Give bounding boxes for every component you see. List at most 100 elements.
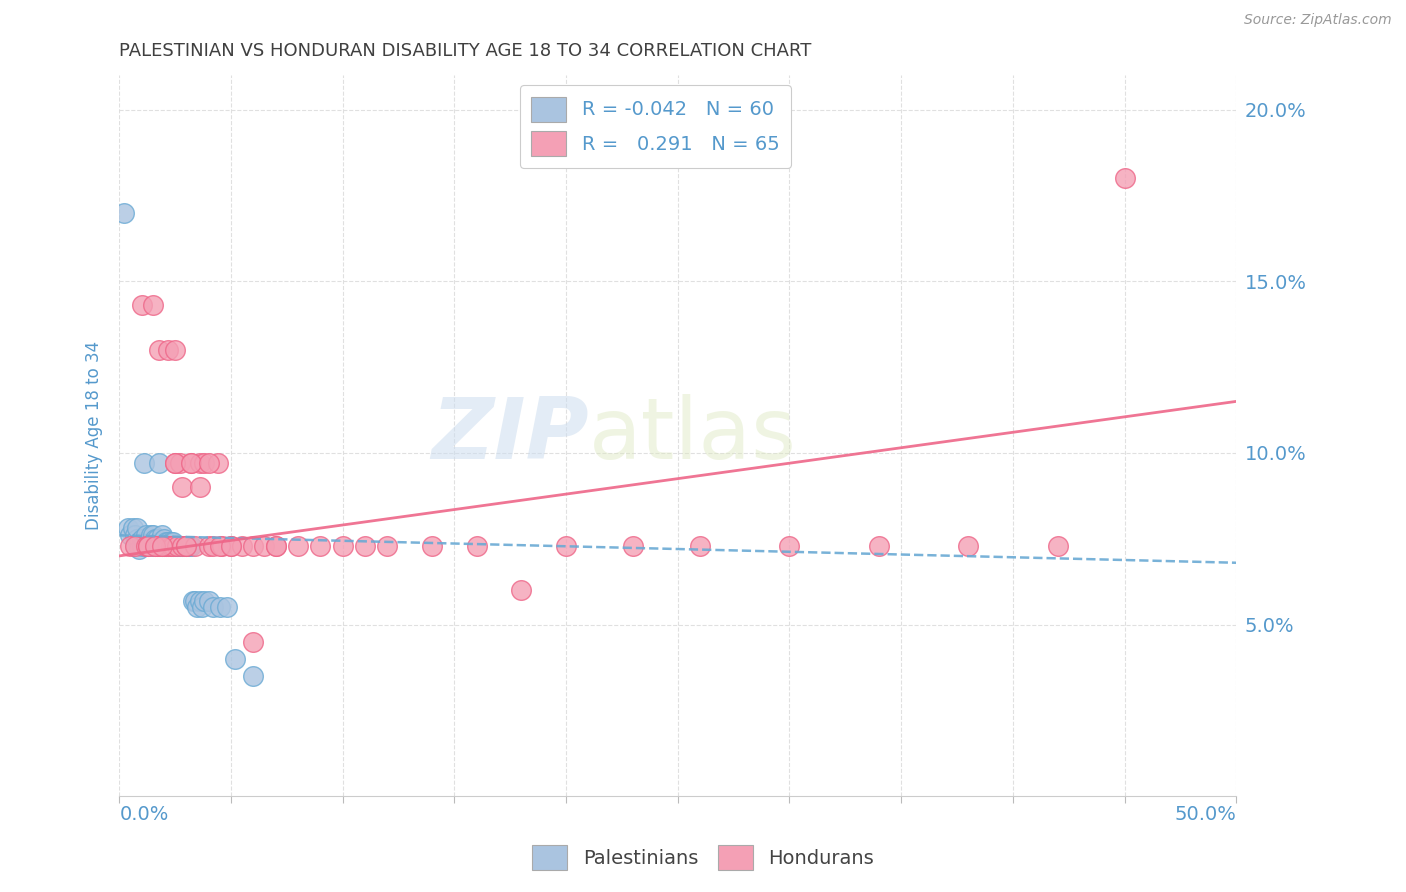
Point xyxy=(148,456,170,470)
Point xyxy=(354,539,377,553)
Point xyxy=(135,539,157,553)
Point xyxy=(264,539,287,553)
Point xyxy=(139,528,162,542)
Point xyxy=(957,539,980,553)
Point xyxy=(197,456,219,470)
Point xyxy=(202,600,225,615)
Point xyxy=(142,298,165,312)
Point xyxy=(159,539,181,553)
Point xyxy=(166,539,188,553)
Point xyxy=(135,539,157,553)
Point xyxy=(207,456,229,470)
Point xyxy=(169,456,191,470)
Point xyxy=(242,669,264,683)
Point xyxy=(146,539,169,553)
Point xyxy=(136,539,159,553)
Point xyxy=(148,539,170,553)
Point xyxy=(193,593,215,607)
Point xyxy=(139,535,162,549)
Point xyxy=(253,539,276,553)
Point xyxy=(689,539,711,553)
Point xyxy=(131,532,153,546)
Point xyxy=(170,480,193,494)
Point xyxy=(174,539,197,553)
Text: 0.0%: 0.0% xyxy=(120,805,169,824)
Point xyxy=(153,539,176,553)
Point xyxy=(219,539,242,553)
Point xyxy=(142,539,165,553)
Point xyxy=(131,298,153,312)
Point xyxy=(135,528,157,542)
Point xyxy=(132,535,155,549)
Point xyxy=(332,539,354,553)
Point xyxy=(150,539,173,553)
Point xyxy=(1046,539,1069,553)
Point xyxy=(197,539,219,553)
Point xyxy=(150,528,173,542)
Point xyxy=(136,535,159,549)
Point xyxy=(202,539,225,553)
Point xyxy=(157,539,180,553)
Point xyxy=(142,528,165,542)
Point xyxy=(510,583,533,598)
Point xyxy=(124,539,146,553)
Point xyxy=(136,539,159,553)
Point xyxy=(170,539,193,553)
Point xyxy=(153,539,176,553)
Point xyxy=(180,456,202,470)
Point xyxy=(159,535,181,549)
Point xyxy=(165,456,187,470)
Point xyxy=(180,539,202,553)
Point xyxy=(420,539,443,553)
Legend: Palestinians, Hondurans: Palestinians, Hondurans xyxy=(524,838,882,878)
Point xyxy=(148,535,170,549)
Point xyxy=(287,539,309,553)
Point xyxy=(197,593,219,607)
Point xyxy=(146,532,169,546)
Y-axis label: Disability Age 18 to 34: Disability Age 18 to 34 xyxy=(86,341,103,530)
Point xyxy=(165,539,187,553)
Point xyxy=(191,600,214,615)
Point xyxy=(177,539,200,553)
Point xyxy=(377,539,399,553)
Point xyxy=(621,539,644,553)
Point xyxy=(155,539,177,553)
Point xyxy=(136,539,159,553)
Point xyxy=(186,600,208,615)
Point xyxy=(148,343,170,357)
Point xyxy=(143,539,166,553)
Point xyxy=(127,532,149,546)
Text: 50.0%: 50.0% xyxy=(1174,805,1236,824)
Point xyxy=(143,539,166,553)
Point xyxy=(165,343,187,357)
Point xyxy=(165,456,187,470)
Point xyxy=(180,456,202,470)
Point xyxy=(231,539,253,553)
Point xyxy=(174,539,197,553)
Point xyxy=(157,539,180,553)
Point xyxy=(184,593,207,607)
Text: PALESTINIAN VS HONDURAN DISABILITY AGE 18 TO 34 CORRELATION CHART: PALESTINIAN VS HONDURAN DISABILITY AGE 1… xyxy=(120,42,811,60)
Point xyxy=(157,535,180,549)
Point xyxy=(146,539,169,553)
Point xyxy=(1114,171,1136,186)
Point xyxy=(555,539,578,553)
Point xyxy=(162,539,184,553)
Point xyxy=(242,539,264,553)
Point xyxy=(143,539,166,553)
Point xyxy=(309,539,332,553)
Point xyxy=(157,343,180,357)
Point xyxy=(465,539,488,553)
Point xyxy=(184,539,207,553)
Point xyxy=(155,535,177,549)
Text: atlas: atlas xyxy=(589,394,796,477)
Point xyxy=(211,539,233,553)
Point xyxy=(127,521,149,535)
Point xyxy=(224,652,246,666)
Point xyxy=(117,521,139,535)
Point xyxy=(159,539,181,553)
Text: Source: ZipAtlas.com: Source: ZipAtlas.com xyxy=(1244,13,1392,28)
Point xyxy=(215,600,238,615)
Text: ZIP: ZIP xyxy=(430,394,589,477)
Point xyxy=(868,539,890,553)
